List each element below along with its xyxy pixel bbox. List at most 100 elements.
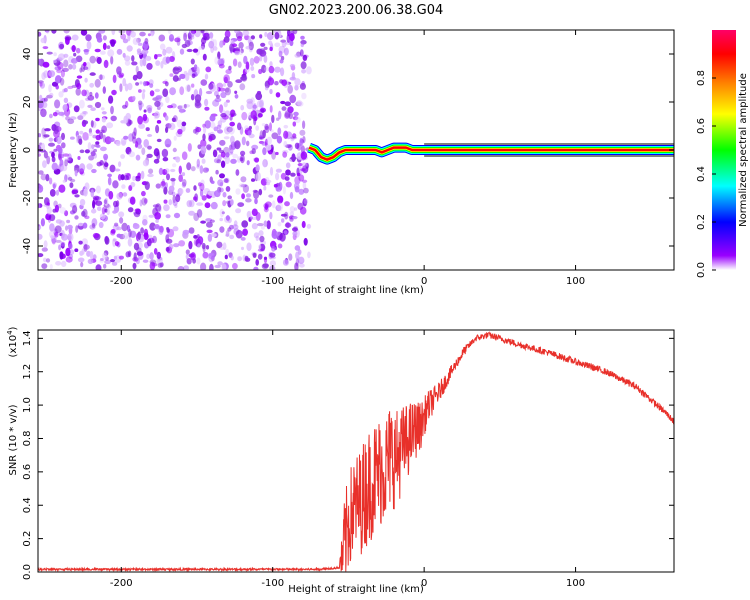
spectrogram-noise-blob — [268, 194, 274, 198]
spectrogram-noise-blob — [154, 100, 161, 107]
spectrogram-noise-blob — [165, 96, 170, 104]
spectrogram-noise-blob — [198, 182, 202, 187]
spectrogram-noise-blob — [116, 48, 123, 55]
spectrogram-noise-blob — [67, 224, 73, 230]
spectrogram-noise-blob — [38, 153, 41, 157]
spectrogram-noise-blob — [58, 53, 66, 60]
spectrogram-noise-blob — [171, 117, 176, 123]
spectrogram-noise-blob — [207, 233, 213, 242]
spectrogram-noise-blob — [84, 182, 90, 190]
spectrogram-noise-blob — [54, 225, 62, 234]
spectrogram-noise-blob — [60, 151, 65, 159]
spectrogram-noise-blob — [106, 204, 111, 209]
spectrogram-noise-blob — [79, 163, 86, 172]
spectrogram-noise-blob — [188, 227, 195, 234]
spectrogram-noise-blob — [185, 84, 192, 93]
spectrogram-noise-blob — [154, 88, 160, 93]
spectrogram-noise-blob — [90, 107, 96, 112]
spectrogram-noise-blob — [149, 83, 154, 88]
spectrogram-noise-blob — [263, 185, 267, 191]
spectrogram-noise-blob — [79, 99, 85, 109]
spectrogram-noise-blob — [59, 251, 64, 260]
spectrogram-noise-blob — [240, 184, 247, 188]
spectrogram-noise-blob — [269, 46, 273, 52]
spectrogram-noise-blob — [299, 129, 306, 136]
spectrogram-noise-blob — [179, 86, 185, 96]
y-tick-label: 0.0 — [22, 564, 33, 580]
spectrogram-noise-blob — [41, 263, 48, 269]
spectrogram-noise-blob — [142, 89, 146, 93]
spectrogram-noise-blob — [241, 74, 248, 82]
spectrogram-noise-blob — [222, 242, 227, 250]
spectrogram-noise-blob — [67, 232, 74, 242]
spectrogram-noise-blob — [52, 183, 56, 190]
spectrogram-noise-blob — [297, 256, 305, 265]
spectrogram-noise-blob — [138, 123, 146, 129]
x-tick-label: 100 — [566, 578, 585, 589]
spectrogram-noise-blob — [176, 38, 181, 46]
spectrogram-noise-blob — [241, 246, 244, 251]
spectrogram-noise-blob — [269, 166, 274, 176]
spectrogram-noise-blob — [196, 158, 200, 168]
spectrogram-noise-blob — [289, 33, 295, 42]
spectrogram-noise-blob — [61, 142, 66, 149]
spectrogram-noise-blob — [271, 230, 279, 239]
spectrogram-noise-blob — [230, 135, 235, 145]
x-tick-label: -200 — [110, 578, 133, 589]
spectrogram-noise-blob — [275, 92, 281, 98]
spectrogram-noise-blob — [83, 243, 88, 252]
spectrogram-noise-blob — [38, 226, 42, 230]
spectrogram-noise-blob — [41, 72, 46, 80]
spectrogram-noise-blob — [263, 54, 268, 63]
spectrogram-noise-blob — [173, 135, 177, 141]
spectrogram-noise-blob — [110, 55, 114, 65]
spectrogram-noise-blob — [110, 115, 117, 122]
spectrogram-noise-blob — [117, 174, 122, 181]
spectrogram-noise-blob — [197, 243, 201, 248]
spectrogram-noise-blob — [238, 42, 244, 49]
spectrogram-noise-blob — [198, 45, 205, 51]
spectrogram-noise-blob — [95, 264, 102, 270]
spectrogram-noise-blob — [224, 30, 231, 38]
spectrogram-noise-blob — [181, 151, 188, 160]
spectrogram-noise-blob — [155, 226, 162, 230]
spectrogram-noise-blob — [294, 245, 301, 251]
spectrogram-noise-blob — [162, 88, 169, 97]
spectrogram-noise-blob — [214, 264, 221, 269]
spectrogram-noise-blob — [181, 121, 187, 127]
spectrogram-noise-blob — [92, 195, 100, 201]
spectrogram-noise-blob — [80, 261, 84, 268]
spectrogram-noise-blob — [296, 172, 301, 177]
spectrogram-noise-blob — [73, 105, 80, 113]
spectrogram-noise-blob — [299, 49, 304, 57]
spectrogram-noise-blob — [116, 226, 122, 231]
spectrogram-noise-blob — [269, 88, 273, 95]
spectrogram-noise-blob — [86, 163, 93, 170]
spectrogram-noise-blob — [195, 126, 202, 133]
spectrogram-noise-blob — [132, 74, 138, 81]
spectrogram-noise-blob — [266, 182, 270, 186]
spectrogram-noise-blob — [110, 229, 116, 234]
spectrogram-noise-blob — [48, 84, 52, 93]
spectrogram-noise-blob — [208, 83, 214, 90]
spectrogram-noise-blob — [281, 218, 285, 223]
spectrogram-noise-blob — [51, 162, 58, 171]
spectrogram-noise-blob — [227, 81, 233, 88]
spectrogram-noise-blob — [206, 229, 213, 234]
spectrogram-noise-blob — [87, 142, 92, 151]
spectrogram-noise-blob — [38, 170, 44, 175]
spectrogram-noise-blob — [167, 105, 174, 109]
spectrogram-noise-blob — [144, 37, 149, 45]
spectrogram-noise-blob — [165, 246, 170, 252]
spectrogram-noise-blob — [158, 167, 164, 175]
spectrogram-noise-blob — [168, 185, 175, 193]
spectrogram-noise-blob — [276, 185, 282, 192]
spectrogram-noise-blob — [284, 110, 291, 118]
spectrogram-noise-blob — [128, 133, 134, 142]
spectrogram-noise-blob — [57, 111, 65, 116]
spectrogram-noise-blob — [101, 117, 107, 123]
spectrogram-noise-blob — [83, 66, 89, 70]
spectrogram-noise-blob — [89, 72, 96, 76]
spectrogram-noise-blob — [235, 188, 241, 195]
spectrogram-noise-blob — [292, 121, 297, 127]
